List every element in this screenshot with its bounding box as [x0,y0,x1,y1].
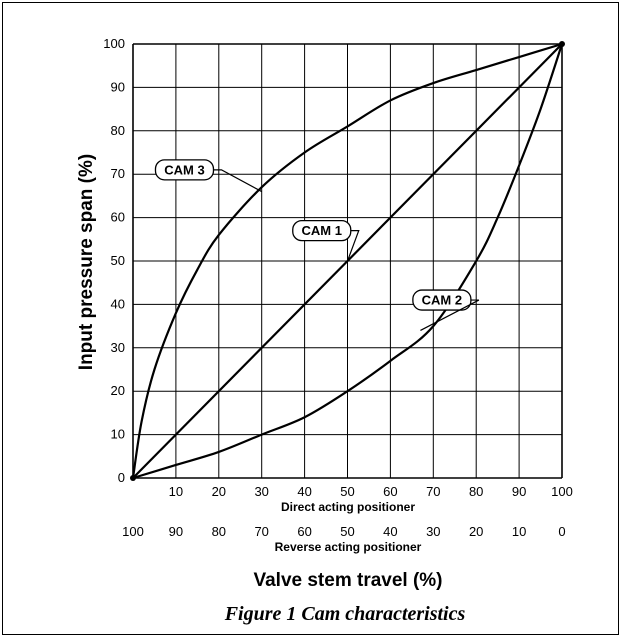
x-tick-label-direct: 40 [297,484,311,499]
x-tick-label-reverse: 10 [512,524,526,539]
end-point [559,41,565,47]
x-tick-label-direct: 30 [254,484,268,499]
y-tick-label: 50 [111,253,125,268]
x-tick-labels-reverse: 100 90 80 70 60 50 40 30 20 10 0 [122,524,565,539]
x-tick-label-reverse: 40 [383,524,397,539]
y-tick-label: 70 [111,166,125,181]
y-axis-title: Input pressure span (%) [76,154,97,370]
x-tick-label-reverse: 50 [340,524,354,539]
cam-3-leader-line [213,169,262,193]
y-tick-label: 90 [111,79,125,94]
x-tick-label-reverse: 90 [169,524,183,539]
x-axis-reverse-label: Reverse acting positioner [275,540,422,554]
cam-3-callout-label: CAM 3 [164,162,204,177]
x-tick-label-reverse: 100 [122,524,144,539]
x-tick-label-reverse: 60 [297,524,311,539]
x-tick-label-direct: 90 [512,484,526,499]
cam-1-callout-label: CAM 1 [302,223,342,238]
y-tick-label: 30 [111,340,125,355]
y-tick-label: 0 [118,470,125,485]
x-tick-label-direct: 50 [340,484,354,499]
x-tick-label-reverse: 70 [254,524,268,539]
y-tick-label: 100 [103,36,125,51]
x-tick-label-reverse: 0 [558,524,565,539]
x-tick-label-direct: 60 [383,484,397,499]
x-axis-direct-label: Direct acting positioner [281,500,415,514]
x-tick-label-direct: 80 [469,484,483,499]
cam-3-line [131,42,563,479]
x-axis-title: Valve stem travel (%) [253,570,442,591]
cam-1-leader-line [346,230,360,262]
cam-2-leader-line [420,299,480,331]
x-tick-label-reverse: 30 [426,524,440,539]
cam-2-line [132,43,564,480]
x-tick-labels-direct: 10 20 30 40 50 60 70 80 90 100 [169,484,573,499]
origin-point [130,475,136,481]
x-tick-label-direct: 100 [551,484,573,499]
y-tick-label: 80 [111,123,125,138]
cam-2-callout-label: CAM 2 [422,293,462,308]
x-tick-label-reverse: 80 [212,524,226,539]
y-tick-labels: 0 10 20 30 40 50 60 70 80 90 100 [103,36,125,485]
grid [132,43,563,479]
x-tick-label-direct: 20 [212,484,226,499]
annotations: CAM 3 CAM 1 CAM 2 [154,159,480,331]
x-tick-label-direct: 70 [426,484,440,499]
y-tick-label: 10 [111,427,125,442]
y-tick-label: 20 [111,383,125,398]
x-tick-label-reverse: 20 [469,524,483,539]
y-tick-label: 60 [111,210,125,225]
figure-caption: Figure 1 Cam characteristics [224,603,466,625]
x-tick-label-direct: 10 [169,484,183,499]
y-tick-label: 40 [111,296,125,311]
